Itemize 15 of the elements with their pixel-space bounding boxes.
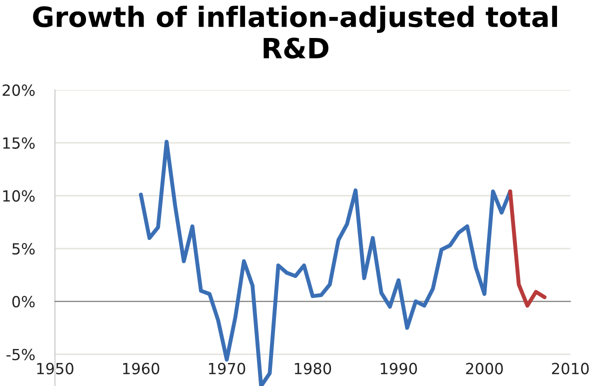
x-tick-label: 1950 [37, 362, 74, 374]
x-tick-label: 1990 [380, 362, 417, 374]
line-series [508, 190, 546, 308]
y-tick-label: 5% [12, 243, 35, 255]
y-tick-label: 15% [3, 137, 35, 149]
y-tick-label: 10% [3, 190, 35, 202]
x-tick-label: 2010 [552, 362, 589, 374]
chart-title: Growth of inflation-adjusted total R&D [33, 6, 558, 59]
y-tick-label: 20% [2, 84, 35, 96]
x-tick-label: 1980 [294, 362, 332, 374]
x-tick-label: 2000 [466, 362, 503, 374]
y-tick-label: -5% [6, 348, 35, 360]
y-tick-label: 0% [12, 296, 35, 308]
x-tick-label: 1970 [208, 362, 246, 374]
x-tick-label: 1960 [123, 362, 160, 374]
